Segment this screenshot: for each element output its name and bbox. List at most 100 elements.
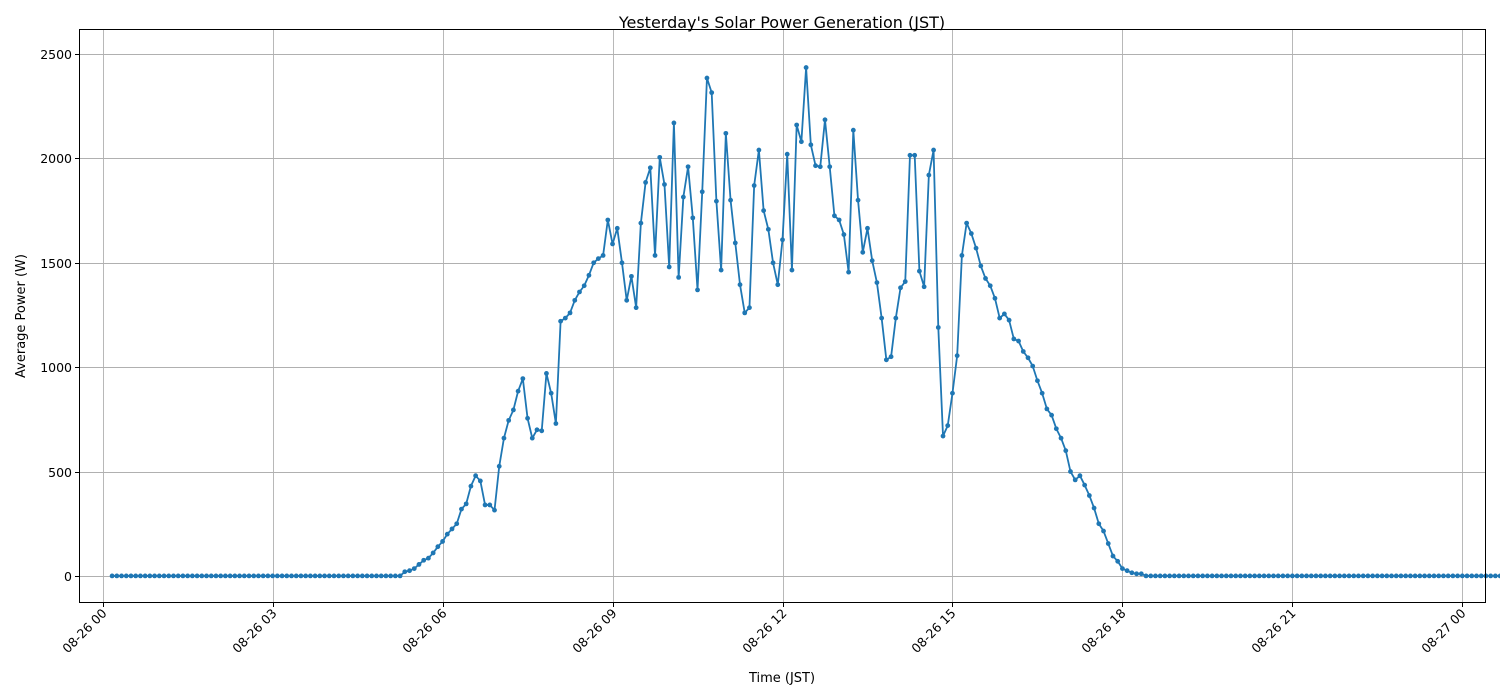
data-point [142,573,148,579]
data-point [1450,573,1456,579]
data-point [350,573,356,579]
data-point [973,245,979,251]
data-point [1138,571,1144,577]
data-point [147,573,153,579]
data-point [1053,426,1059,432]
data-point [1030,363,1036,369]
data-point [945,423,951,428]
data-point [883,357,889,363]
data-point [1242,573,1248,579]
data-point [728,197,733,203]
data-point [246,573,252,579]
data-point [289,573,294,579]
data-point [256,573,261,579]
data-point [185,573,191,579]
data-point [577,289,582,295]
data-point [935,325,941,330]
data-point [449,526,455,532]
data-point [1436,573,1442,579]
data-point [1176,573,1182,579]
data-point [237,573,242,579]
data-point [359,573,365,579]
data-point [180,573,186,579]
grid [80,30,1485,602]
data-point [747,305,752,311]
y-tick-label: 2500 [40,47,72,62]
data-point [1134,571,1139,577]
data-point [525,415,530,421]
data-point [374,573,379,579]
data-point [317,573,323,579]
data-point [128,573,134,579]
data-point [1370,573,1376,579]
data-point [841,232,847,237]
data-point [520,376,526,382]
data-point [888,354,894,360]
data-point [1299,573,1305,579]
data-point [775,282,781,288]
data-point [610,241,615,247]
data-point [1016,338,1021,344]
data-point [454,521,460,527]
data-point [421,557,427,563]
data-point [643,179,648,185]
data-point [1275,573,1281,579]
x-tick-label: 08-26 12 [739,606,789,656]
data-point [968,231,974,236]
data-point [657,154,663,160]
data-point [1181,573,1187,579]
data-point [964,220,970,226]
data-point [152,573,157,579]
data-point [1256,573,1262,579]
data-point [548,390,554,396]
data-point [496,463,502,469]
data-point [1096,521,1102,527]
data-point [407,568,412,574]
data-point [416,562,422,567]
data-point [232,573,238,579]
data-point [171,573,176,579]
data-point [1091,505,1097,511]
data-point [855,197,861,203]
axes: 08-26 00 08-26 03 08-26 06 08-26 09 08-26 12… [40,47,1468,656]
data-point [218,573,224,579]
data-point [770,260,776,266]
data-point [765,226,771,232]
data-point [284,573,290,579]
data-point [208,573,214,579]
data-point [1058,435,1064,441]
x-tick-label: 08-26 00 [59,605,109,655]
data-point [1469,573,1475,579]
data-point [1214,573,1220,579]
data-point [1025,355,1031,361]
data-point [784,151,790,157]
data-point [624,297,630,303]
data-point [1011,336,1017,342]
data-point [1223,573,1229,579]
data-point [444,531,450,537]
data-point [699,189,705,195]
data-point [482,502,488,508]
data-point [595,256,601,261]
data-point [1365,573,1371,579]
data-point [213,573,219,579]
data-point [265,573,271,579]
data-point [827,164,833,170]
data-point [1200,573,1206,579]
data-point [1464,573,1470,579]
data-point [260,573,266,579]
data-point [647,165,653,171]
data-point [1157,573,1163,579]
data-point [133,573,139,579]
data-point [591,260,597,266]
data-point [619,260,625,266]
data-point [671,120,677,126]
data-point [223,573,228,579]
data-point [652,253,658,258]
data-point [898,285,903,291]
data-point [506,417,512,423]
data-point [270,573,276,579]
data-point [1148,573,1154,579]
data-point [983,276,988,281]
data-point [940,433,946,439]
